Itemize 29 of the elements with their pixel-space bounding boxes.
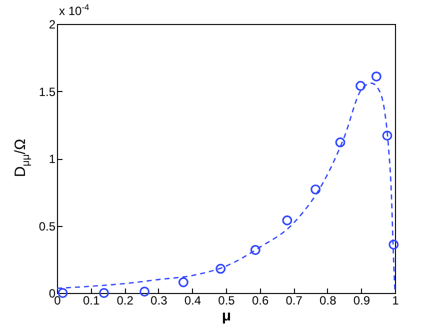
point — [250, 244, 260, 255]
point — [356, 80, 366, 91]
point — [371, 71, 382, 82]
x-tick-label: 0.1 — [82, 294, 100, 308]
x-tick-label: 0.7 — [286, 294, 303, 308]
y-tick-label: 1 — [48, 152, 56, 166]
text: x 10$^{-4}$ — [59, 2, 90, 18]
x-tick-label: 0.8 — [320, 294, 337, 308]
x-tick-label: 0.4 — [184, 294, 202, 308]
y-tick-label: 1.5 — [38, 84, 56, 99]
point — [335, 137, 346, 148]
point — [58, 288, 68, 298]
x-axis-title: μ — [222, 308, 232, 324]
point — [310, 184, 321, 194]
point — [388, 240, 399, 250]
point — [216, 264, 226, 274]
point — [140, 286, 150, 297]
x-tick-label: 0.9 — [353, 294, 370, 308]
y-tick-label: 2 — [48, 18, 56, 32]
x-tick-label: 0.6 — [252, 294, 269, 308]
point — [99, 288, 109, 298]
point — [178, 277, 188, 288]
point — [382, 130, 392, 141]
point — [282, 215, 292, 226]
y-tick-label: 0.5 — [38, 219, 56, 234]
x-tick-label: 1 — [392, 294, 400, 308]
x-tick-label: 0.3 — [150, 294, 168, 308]
x-tick-label: 0.5 — [218, 294, 236, 308]
x-tick-label: 0.2 — [116, 294, 134, 308]
